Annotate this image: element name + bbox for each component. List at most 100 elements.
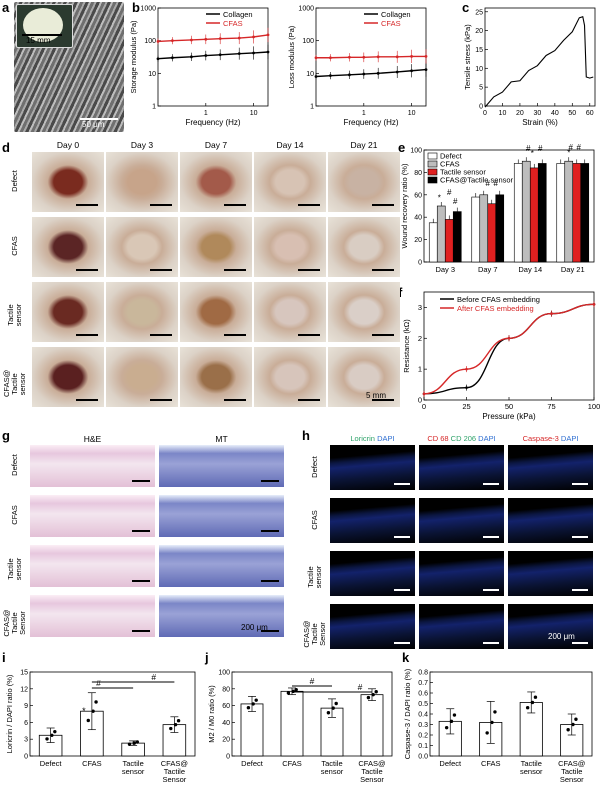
bar <box>436 205 446 263</box>
x-tick-label: CFAS <box>82 759 102 768</box>
significance-mark: # <box>151 672 156 682</box>
data-point <box>395 70 399 74</box>
stress-curve <box>484 15 594 108</box>
data-point <box>493 710 497 714</box>
significance-mark: * <box>82 706 86 716</box>
y-tick-label: 0 <box>479 104 483 111</box>
data-point <box>376 71 380 75</box>
y-tick-label: 0 <box>24 754 28 761</box>
data-point <box>485 731 489 735</box>
histology-scale-bar <box>132 580 150 582</box>
y-tick-label: 60 <box>222 703 230 710</box>
legend-swatch <box>427 160 438 168</box>
photo-scale-bar <box>224 334 246 336</box>
y-tick-label: 1 <box>152 104 156 111</box>
x-tick-label: 10 <box>499 110 507 117</box>
data-point <box>190 55 193 59</box>
bar <box>471 196 481 263</box>
x-tick-label: Day 14 <box>518 265 542 274</box>
data-point <box>252 35 256 39</box>
x-tick-label: 60 <box>586 110 594 117</box>
y-tick-label: 0 <box>418 396 422 405</box>
panel-label-h: h <box>302 428 310 443</box>
x-tick-label: 40 <box>551 110 559 117</box>
legend-label: After CFAS embedding <box>457 304 534 313</box>
fluor-scale-bar <box>572 483 588 485</box>
significance-mark: # <box>486 179 491 188</box>
significance-mark: * <box>438 193 441 202</box>
wound-photo <box>254 282 326 342</box>
y-tick-label: 100 <box>144 38 156 45</box>
significance-mark: * <box>531 149 534 158</box>
data-point <box>45 737 49 741</box>
y-tick-label: 10 <box>475 66 483 73</box>
y-axis-label: Tensile stress (kPa) <box>463 24 472 90</box>
plot-frame <box>484 7 596 107</box>
fluor-channel-label: CD 206 <box>450 434 479 443</box>
histology-image <box>30 445 155 487</box>
data-point <box>53 729 57 734</box>
x-tick-label: Tactile <box>361 767 382 776</box>
data-point <box>348 73 351 77</box>
data-point <box>286 691 291 695</box>
data-point <box>173 722 178 727</box>
significance-mark: # <box>577 143 582 152</box>
panel-label-i: i <box>2 650 6 665</box>
significance-mark: # <box>310 676 315 686</box>
fluor-row-label-1: CFAS <box>310 509 319 530</box>
panel-label-e: e <box>398 140 406 155</box>
y-tick-label: 100 <box>410 148 422 155</box>
wound-photo <box>32 347 104 407</box>
photo-scale-text: 5 mm <box>366 391 386 400</box>
wound-photo <box>328 152 400 212</box>
data-point <box>204 54 208 57</box>
y-tick-label: 5 <box>479 85 483 92</box>
y-axis-label: Wound recovery ratio (%) <box>400 163 409 248</box>
legend-label: CFAS@Tactile sensor <box>440 176 514 185</box>
fluor-scale-bar <box>394 536 410 538</box>
panel-label-a: a <box>2 0 10 15</box>
bar <box>444 219 454 263</box>
fluorescence-image <box>508 498 593 543</box>
data-point <box>422 392 426 396</box>
y-tick-label: 15 <box>20 670 28 677</box>
panel-label-c: c <box>462 0 470 15</box>
fluor-scale-bar <box>572 536 588 538</box>
x-tick-label: CFAS@ <box>558 759 585 768</box>
x-tick-label: 1 <box>204 110 208 117</box>
tensile-stress-chart: 0 10 20 30 40 50 60 0 5 10 15 20 25 Strain (%) Tensile… <box>463 7 596 127</box>
panel-label-g: g <box>2 428 10 443</box>
fluor-scale-bar <box>572 642 588 644</box>
y-tick-label: 0.0 <box>418 754 428 761</box>
y-tick-label: 0.7 <box>418 680 428 687</box>
fluorescence-image <box>330 498 415 543</box>
photo-row-label-3: CFAS@ Tactile sensor <box>2 369 27 397</box>
photo-scale-bar <box>76 269 98 271</box>
data-point <box>566 728 570 732</box>
x-axis-label: Pressure (kPa) <box>482 412 536 421</box>
resistance-chart: 0 25 50 75 100 0 1 2 3 Pressure (kPa) Resistance (… <box>402 291 600 421</box>
bar <box>360 694 384 757</box>
x-tick-label: Tactile <box>122 759 143 768</box>
fluor-channel-label: DAPI <box>478 434 496 443</box>
data-point <box>348 55 351 59</box>
y-tick-label: 0 <box>226 754 230 761</box>
panel-label-d: d <box>2 140 10 155</box>
bar <box>564 160 574 263</box>
fluorescence-image <box>419 498 504 543</box>
data-point <box>592 303 596 306</box>
photo-scale-bar <box>76 334 98 336</box>
histology-row-label-1: CFAS <box>10 505 19 525</box>
photo-column-label-1: Day 3 <box>130 140 154 150</box>
significance-mark: * <box>567 149 570 158</box>
data-point <box>331 706 335 710</box>
y-tick-label: 10 <box>148 71 156 78</box>
fluor-row-label-3: CFAS@ Tactile Sensor <box>302 619 327 648</box>
y-tick-label: 6 <box>24 720 28 727</box>
data-point <box>170 56 174 60</box>
data-point <box>362 72 366 76</box>
y-tick-label: 20 <box>475 28 483 35</box>
legend-label: CFAS <box>440 160 460 169</box>
photo-scale-bar <box>76 399 98 401</box>
